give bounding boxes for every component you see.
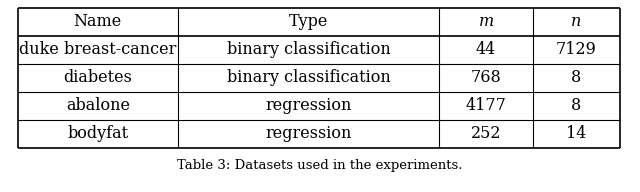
Text: 768: 768 bbox=[470, 70, 501, 87]
Text: Table 3: Datasets used in the experiments.: Table 3: Datasets used in the experiment… bbox=[177, 160, 463, 172]
Text: binary classification: binary classification bbox=[227, 70, 390, 87]
Text: regression: regression bbox=[265, 98, 351, 114]
Text: m: m bbox=[479, 13, 493, 31]
Text: bodyfat: bodyfat bbox=[67, 126, 129, 142]
Text: regression: regression bbox=[265, 126, 351, 142]
Text: 8: 8 bbox=[572, 70, 582, 87]
Text: 44: 44 bbox=[476, 41, 496, 59]
Text: Type: Type bbox=[289, 13, 328, 31]
Text: diabetes: diabetes bbox=[63, 70, 132, 87]
Text: 7129: 7129 bbox=[556, 41, 596, 59]
Text: 14: 14 bbox=[566, 126, 586, 142]
Text: duke breast-cancer: duke breast-cancer bbox=[19, 41, 177, 59]
Text: 8: 8 bbox=[572, 98, 582, 114]
Text: Name: Name bbox=[74, 13, 122, 31]
Text: abalone: abalone bbox=[66, 98, 130, 114]
Text: 4177: 4177 bbox=[466, 98, 506, 114]
Text: 252: 252 bbox=[471, 126, 501, 142]
Text: n: n bbox=[572, 13, 582, 31]
Text: binary classification: binary classification bbox=[227, 41, 390, 59]
